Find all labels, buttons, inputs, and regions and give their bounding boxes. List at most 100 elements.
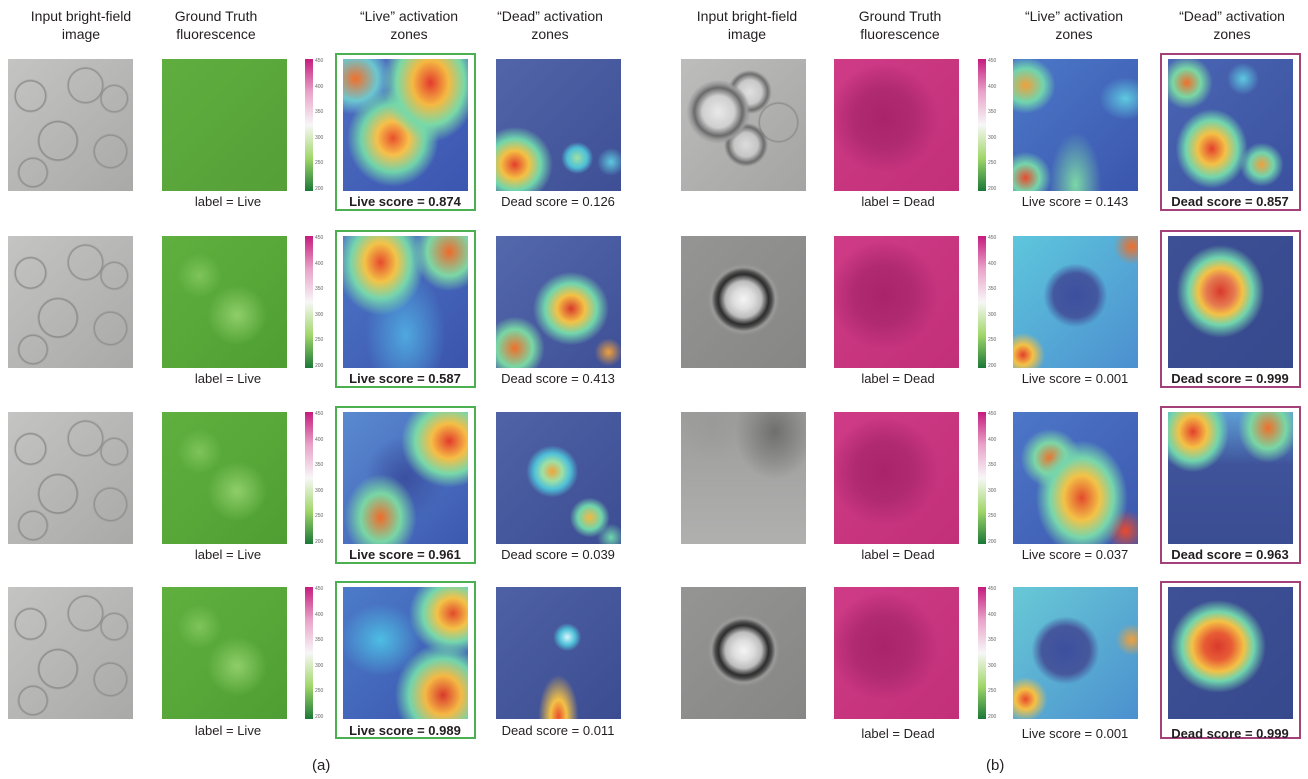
fluorescence-image — [834, 587, 959, 719]
colorbar-tick-label: 350 — [988, 109, 997, 116]
fluorescence-image — [834, 412, 959, 544]
colorbar-ticks: 450 400 350 300 250 200 — [315, 586, 335, 720]
colorbar-tick-label: 350 — [315, 109, 324, 116]
colorbar-tick-label: 250 — [988, 688, 997, 695]
header-line: “Live” activation — [1024, 8, 1124, 24]
fluorescence-image — [834, 236, 959, 368]
colorbar-tick-label: 300 — [988, 662, 997, 669]
fluorescence-image — [162, 236, 287, 368]
colorbar-tick-label: 250 — [988, 513, 997, 520]
live-score: Live score = 0.143 — [1021, 194, 1129, 209]
colorbar-ticks: 450 400 350 300 250 200 — [988, 235, 1008, 369]
header-input-image-a: Input bright-field image — [11, 7, 151, 43]
colorbar-tick-label: 200 — [315, 714, 324, 720]
fluorescence-image — [834, 59, 959, 191]
live-score: Live score = 0.961 — [349, 547, 461, 562]
colorbar-tick-label: 250 — [315, 513, 324, 520]
header-line: Input bright-field — [696, 8, 798, 24]
colorbar-tick-label: 200 — [315, 186, 324, 192]
live-activation-map — [343, 587, 468, 719]
colorbar-tick-label: 450 — [988, 235, 997, 241]
dead-activation-map — [1168, 236, 1293, 368]
colorbar-tick-label: 350 — [988, 462, 997, 469]
dead-activation-map — [1168, 587, 1293, 719]
colorbar-tick-label: 300 — [315, 134, 324, 141]
dead-highlight-frame — [1160, 406, 1301, 564]
colorbar — [305, 412, 313, 544]
colorbar-tick-label: 200 — [988, 186, 997, 192]
header-line: image — [61, 26, 101, 42]
ground-truth-label: label = Dead — [861, 371, 935, 386]
colorbar-ticks: 450 400 350 300 250 200 — [988, 586, 1008, 720]
dead-activation-map — [1168, 412, 1293, 544]
colorbar-tick-label: 300 — [988, 134, 997, 141]
colorbar — [305, 236, 313, 368]
dead-score: Dead score = 0.857 — [1171, 194, 1289, 209]
fluorescence-image — [162, 587, 287, 719]
header-line: “Dead” activation — [497, 8, 603, 24]
panel-a-label: (a) — [312, 757, 331, 774]
ground-truth-label: label = Dead — [861, 547, 935, 562]
colorbar-tick-label: 200 — [988, 363, 997, 369]
header-dead-activation-b: “Dead” activation zones — [1162, 7, 1302, 43]
header-line: fluorescence — [176, 26, 256, 42]
colorbar-tick-label: 350 — [988, 637, 997, 644]
dead-activation-map — [496, 236, 621, 368]
colorbar-ticks: 450 400 350 300 250 200 — [315, 59, 335, 192]
colorbar-ticks: 450 400 350 300 250 200 — [315, 412, 335, 545]
live-activation-map — [1013, 59, 1138, 191]
brightfield-image — [681, 587, 806, 719]
fluorescence-image — [162, 412, 287, 544]
live-score: Live score = 0.587 — [349, 371, 461, 386]
colorbar-tick-label: 250 — [315, 688, 324, 695]
header-line: zones — [1055, 26, 1093, 42]
live-activation-map — [1013, 412, 1138, 544]
ground-truth-label: label = Dead — [861, 194, 935, 209]
brightfield-image — [8, 236, 133, 368]
header-line: zones — [1213, 26, 1251, 42]
header-line: Input bright-field — [30, 8, 132, 24]
header-line: “Dead” activation — [1179, 8, 1285, 24]
colorbar — [978, 236, 986, 368]
dead-score: Dead score = 0.999 — [1171, 726, 1289, 741]
live-highlight-frame — [335, 230, 476, 388]
colorbar-tick-label: 450 — [315, 586, 324, 592]
brightfield-image — [8, 412, 133, 544]
live-activation-map — [343, 59, 468, 191]
dead-highlight-frame — [1160, 53, 1301, 211]
dead-score: Dead score = 0.999 — [1171, 371, 1289, 386]
colorbar-ticks: 450 400 350 300 250 200 — [988, 412, 1008, 545]
colorbar-tick-label: 350 — [988, 286, 997, 293]
header-line: Ground Truth — [858, 8, 942, 24]
dead-activation-map — [496, 59, 621, 191]
live-activation-map — [1013, 587, 1138, 719]
colorbar-tick-label: 400 — [315, 611, 324, 618]
header-line: image — [727, 26, 767, 42]
colorbar-tick-label: 250 — [988, 160, 997, 167]
live-highlight-frame — [335, 581, 476, 739]
panel-b-label: (b) — [986, 757, 1005, 774]
colorbar-tick-label: 400 — [988, 611, 997, 618]
colorbar-ticks: 450 400 350 300 250 200 — [315, 236, 335, 369]
dead-score: Dead score = 0.011 — [501, 723, 615, 738]
colorbar-tick-label: 200 — [988, 539, 997, 545]
dead-score: Dead score = 0.963 — [1171, 547, 1289, 562]
colorbar-tick-label: 350 — [315, 637, 324, 644]
brightfield-image — [681, 59, 806, 191]
header-dead-activation-a: “Dead” activation zones — [480, 7, 620, 43]
dead-activation-map — [496, 587, 621, 719]
colorbar — [978, 412, 986, 544]
colorbar-tick-label: 400 — [988, 436, 997, 443]
header-input-image-b: Input bright-field image — [677, 7, 817, 43]
colorbar-tick-label: 450 — [988, 586, 997, 592]
header-line: zones — [390, 26, 428, 42]
header-live-activation-a: “Live” activation zones — [339, 7, 479, 43]
colorbar-tick-label: 300 — [988, 311, 997, 318]
dead-activation-map — [496, 412, 621, 544]
colorbar-tick-label: 400 — [315, 83, 324, 90]
colorbar-tick-label: 400 — [988, 83, 997, 90]
colorbar-tick-label: 400 — [988, 260, 997, 267]
header-live-activation-b: “Live” activation zones — [1004, 7, 1144, 43]
header-ground-truth-b: Ground Truth fluorescence — [830, 7, 970, 43]
dead-score: Dead score = 0.413 — [501, 371, 615, 386]
